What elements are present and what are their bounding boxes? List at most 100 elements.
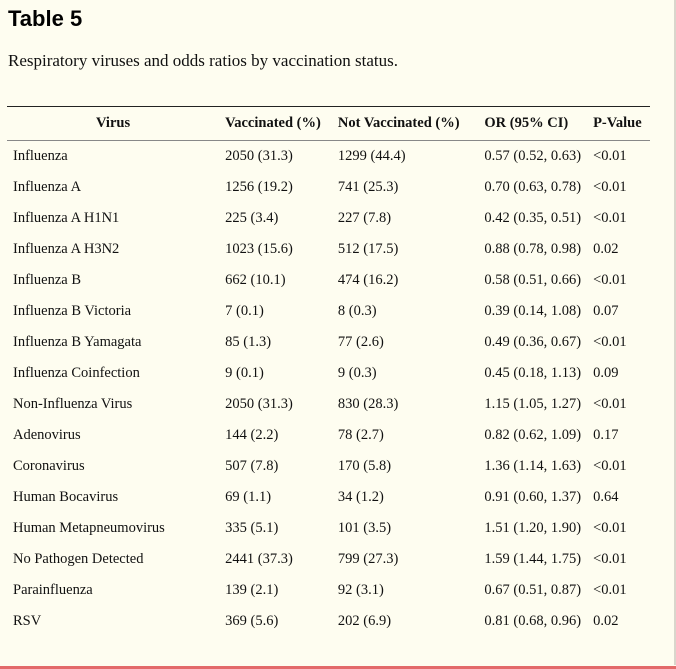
- cell-odds-ratio: 1.36 (1.14, 1.63): [484, 458, 582, 474]
- header-odds-ratio: OR (95% CI): [478, 106, 588, 141]
- cell-not-vaccinated: 8 (0.3): [337, 303, 377, 319]
- cell-vaccinated: 69 (1.1): [225, 489, 272, 505]
- cell-odds-ratio: 1.59 (1.44, 1.75): [484, 551, 582, 567]
- table-row: Influenza A H1N1 225 (3.4) 227 (7.8) 0.42 (…: [7, 203, 650, 234]
- cell-p-value: <0.01: [593, 396, 627, 412]
- cell-p-value: <0.01: [593, 520, 627, 536]
- cell-p-value: <0.01: [593, 272, 627, 288]
- cell-vaccinated: 1023 (15.6): [225, 241, 293, 257]
- cell-p-value: <0.01: [593, 458, 627, 474]
- table-row: Influenza A H3N2 1023 (15.6) 512 (17.5) 0.8…: [7, 234, 650, 265]
- cell-virus: Influenza A: [13, 179, 82, 195]
- header-virus: Virus: [7, 106, 220, 141]
- table-row: Adenovirus 144 (2.2) 78 (2.7) 0.82 (0.62, 1…: [7, 420, 650, 451]
- cell-virus: Influenza: [13, 148, 68, 164]
- cell-vaccinated: 2050 (31.3): [225, 148, 293, 164]
- table-caption: Respiratory viruses and odds ratios by v…: [8, 51, 398, 70]
- table-row: Influenza Coinfection 9 (0.1) 9 (0.3) 0.45 …: [7, 358, 650, 389]
- cell-odds-ratio: 0.81 (0.68, 0.96): [484, 613, 582, 629]
- cell-p-value: 0.17: [593, 427, 619, 443]
- cell-vaccinated: 662 (10.1): [225, 272, 286, 288]
- table-row: Influenza B Victoria 7 (0.1) 8 (0.3) 0.39 (…: [7, 296, 650, 327]
- cell-p-value: 0.09: [593, 365, 619, 381]
- cell-vaccinated: 507 (7.8): [225, 458, 279, 474]
- table-row: Human Metapneumovirus 335 (5.1) 101 (3.5) 1…: [7, 513, 650, 544]
- data-table: Virus Vaccinated (%) Not Vaccinated (%) …: [7, 106, 650, 637]
- cell-not-vaccinated: 202 (6.9): [337, 613, 392, 629]
- cell-not-vaccinated: 474 (16.2): [337, 272, 399, 288]
- cell-odds-ratio: 0.45 (0.18, 1.13): [484, 365, 582, 381]
- cell-vaccinated: 369 (5.6): [225, 613, 279, 629]
- cell-p-value: 0.02: [593, 241, 619, 257]
- table-row: Influenza B 662 (10.1) 474 (16.2) 0.58 (0.5…: [7, 265, 650, 296]
- bottom-rule: [0, 666, 676, 669]
- cell-odds-ratio: 0.91 (0.60, 1.37): [484, 489, 582, 505]
- cell-vaccinated: 335 (5.1): [225, 520, 279, 536]
- table-row: Human Bocavirus 69 (1.1) 34 (1.2) 0.91 (0.6…: [7, 482, 650, 513]
- header-p-value: P-Value: [587, 106, 650, 141]
- cell-odds-ratio: 0.39 (0.14, 1.08): [484, 303, 582, 319]
- table-row: Influenza B Yamagata 85 (1.3) 77 (2.6) 0.49…: [7, 327, 650, 358]
- cell-odds-ratio: 0.57 (0.52, 0.63): [484, 148, 582, 164]
- cell-odds-ratio: 0.88 (0.78, 0.98): [484, 241, 582, 257]
- table-row: Parainfluenza 139 (2.1) 92 (3.1) 0.67 (0.51…: [7, 575, 650, 606]
- cell-vaccinated: 9 (0.1): [225, 365, 264, 381]
- cell-odds-ratio: 1.51 (1.20, 1.90): [484, 520, 582, 536]
- cell-vaccinated: 2441 (37.3): [225, 551, 293, 567]
- cell-odds-ratio: 0.58 (0.51, 0.66): [484, 272, 582, 288]
- table-row: Coronavirus 507 (7.8) 170 (5.8) 1.36 (1.14,…: [7, 451, 650, 482]
- table-row: Non-Influenza Virus 2050 (31.3) 830 (28.3)…: [7, 389, 650, 420]
- header-row: Virus Vaccinated (%) Not Vaccinated (%) …: [7, 106, 650, 141]
- page-border: [674, 0, 676, 665]
- cell-p-value: <0.01: [593, 334, 627, 350]
- cell-p-value: 0.07: [593, 303, 619, 319]
- cell-p-value: <0.01: [593, 148, 627, 164]
- cell-not-vaccinated: 92 (3.1): [337, 582, 384, 598]
- cell-not-vaccinated: 77 (2.6): [337, 334, 384, 350]
- cell-not-vaccinated: 741 (25.3): [337, 179, 399, 195]
- cell-p-value: <0.01: [593, 179, 627, 195]
- cell-vaccinated: 225 (3.4): [225, 210, 279, 226]
- cell-not-vaccinated: 512 (17.5): [337, 241, 399, 257]
- cell-not-vaccinated: 1299 (44.4): [337, 148, 406, 164]
- cell-virus: Influenza Coinfection: [13, 365, 140, 381]
- cell-virus: Human Bocavirus: [13, 489, 119, 505]
- cell-p-value: <0.01: [593, 551, 627, 567]
- table-title: Table 5: [8, 6, 83, 31]
- header-vaccinated: Vaccinated (%): [219, 106, 332, 141]
- cell-virus: Coronavirus: [13, 458, 85, 474]
- cell-virus: Influenza A H1N1: [13, 210, 120, 226]
- cell-vaccinated: 7 (0.1): [225, 303, 264, 319]
- cell-not-vaccinated: 830 (28.3): [337, 396, 399, 412]
- cell-virus: RSV: [13, 613, 42, 629]
- cell-virus: Parainfluenza: [13, 582, 93, 598]
- cell-virus: Adenovirus: [13, 427, 81, 443]
- cell-odds-ratio: 0.70 (0.63, 0.78): [484, 179, 582, 195]
- cell-virus: No Pathogen Detected: [13, 551, 144, 567]
- table-row: No Pathogen Detected 2441 (37.3) 799 (27.3…: [7, 544, 650, 575]
- cell-vaccinated: 85 (1.3): [225, 334, 272, 350]
- cell-not-vaccinated: 170 (5.8): [337, 458, 392, 474]
- cell-p-value: <0.01: [593, 582, 627, 598]
- cell-odds-ratio: 0.82 (0.62, 1.09): [484, 427, 582, 443]
- cell-odds-ratio: 0.42 (0.35, 0.51): [484, 210, 582, 226]
- cell-vaccinated: 144 (2.2): [225, 427, 279, 443]
- cell-odds-ratio: 0.49 (0.36, 0.67): [484, 334, 582, 350]
- cell-not-vaccinated: 34 (1.2): [337, 489, 384, 505]
- cell-odds-ratio: 0.67 (0.51, 0.87): [484, 582, 582, 598]
- cell-p-value: 0.64: [593, 489, 619, 505]
- cell-vaccinated: 139 (2.1): [225, 582, 279, 598]
- cell-virus: Influenza B Yamagata: [13, 334, 142, 350]
- table-row: Influenza A 1256 (19.2) 741 (25.3) 0.70 (0.…: [7, 172, 650, 203]
- table-row: Influenza 2050 (31.3) 1299 (44.4) 0.57 (0.5…: [7, 141, 650, 173]
- cell-not-vaccinated: 78 (2.7): [337, 427, 384, 443]
- header-not-vaccinated: Not Vaccinated (%): [331, 106, 479, 141]
- table-row: RSV 369 (5.6) 202 (6.9) 0.81 (0.68, 0.96) 0.…: [7, 606, 650, 637]
- cell-virus: Influenza A H3N2: [13, 241, 120, 257]
- cell-not-vaccinated: 799 (27.3): [337, 551, 399, 567]
- cell-p-value: <0.01: [593, 210, 627, 226]
- cell-p-value: 0.02: [593, 613, 619, 629]
- cell-virus: Non-Influenza Virus: [13, 396, 133, 412]
- cell-virus: Influenza B: [13, 272, 82, 288]
